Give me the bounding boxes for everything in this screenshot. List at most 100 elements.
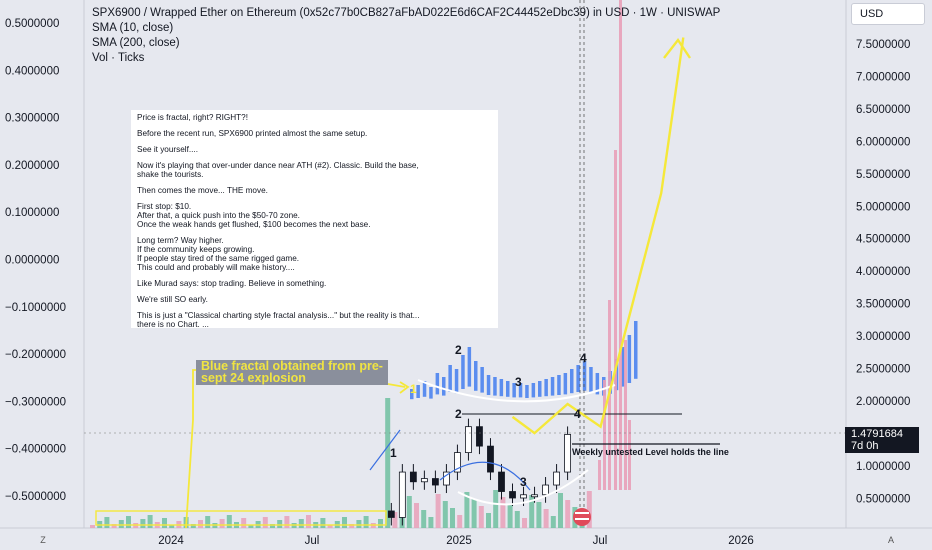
time-axis-tick-label: 2024: [158, 535, 184, 547]
pink-fractal-bar: [624, 340, 627, 490]
volume-bar: [428, 517, 434, 528]
fractal-label-2-candle: 2: [455, 407, 462, 421]
current-price-box: 1.4791684 7d 0h: [845, 427, 919, 453]
blue-fractal-bar: [557, 375, 561, 395]
candle-body: [476, 426, 483, 447]
left-axis-tick-label: 0.2000000: [5, 160, 59, 172]
candlesticks: [387, 418, 571, 526]
right-axis-tick-label: 2.0000000: [856, 396, 910, 408]
sma-line-mid: [439, 461, 531, 491]
time-axis-tick-label: 2026: [728, 535, 754, 547]
volume-bar: [514, 511, 520, 528]
blue-fractal-bar: [595, 373, 600, 395]
projection-arrowhead: [663, 37, 691, 59]
time-axis-tick-label: 2025: [446, 535, 472, 547]
pink-fractal-bar: [598, 460, 601, 490]
right-axis-tick-label: 6.0000000: [856, 136, 910, 148]
currency-button[interactable]: USD: [851, 3, 925, 25]
volume-bar: [486, 513, 491, 528]
candle-body: [542, 484, 549, 496]
note-line: Now it's playing that over-under dance n…: [137, 161, 419, 179]
volume-bar: [118, 520, 124, 528]
volume-bar: [342, 517, 347, 528]
note-line: First stop: $10. After that, a quick pus…: [137, 202, 371, 229]
left-axis-tick-label: 0.0000000: [5, 255, 59, 267]
candle-body: [487, 445, 494, 473]
current-price-value: 1.4791684: [851, 428, 903, 440]
volume-bar: [126, 516, 131, 528]
volume-bar: [565, 500, 571, 528]
pink-fractal-bar: [619, 0, 622, 490]
volume-bar: [586, 491, 592, 528]
volume-bar: [277, 520, 283, 528]
auto-scale-button[interactable]: A: [887, 535, 894, 545]
blue-fractal-bar: [416, 385, 420, 398]
candle-countdown: 7d 0h: [851, 440, 879, 452]
fractal-label-2-blue: 2: [455, 343, 462, 357]
note-line: See it yourself....: [137, 145, 198, 154]
right-axis-tick-label: 3.0000000: [856, 331, 910, 343]
indicator-volume[interactable]: Vol · Ticks: [92, 52, 145, 64]
volume-bar: [536, 502, 542, 528]
blue-fractal-bar: [627, 335, 632, 383]
right-axis-tick-label: 7.0000000: [856, 71, 910, 83]
us-flag-stripe-icon: [575, 518, 589, 520]
blue-fractal-bar: [538, 381, 542, 397]
blue-fractal-bar: [512, 383, 516, 398]
volume-bar: [90, 525, 95, 528]
volume-bar: [190, 524, 196, 528]
left-axis-tick-label: −0.4000000: [5, 444, 66, 456]
volume-bar: [450, 508, 455, 528]
zoom-button[interactable]: Z: [40, 535, 46, 545]
volume-bar: [219, 519, 225, 528]
volume-bar: [298, 519, 304, 528]
left-axis-tick-label: 0.1000000: [5, 207, 59, 219]
volume-bar: [507, 504, 513, 528]
volume-bar: [543, 509, 549, 528]
left-axis-ticks: 0.5000000 0.4000000 0.3000000 0.2000000 0.10…: [5, 18, 66, 503]
volume-bar: [248, 525, 254, 528]
candle-body: [465, 426, 472, 453]
right-axis-tick-label: 2.5000000: [856, 364, 910, 376]
right-axis-tick-label: 3.5000000: [856, 299, 910, 311]
analysis-note: Price is fractal, right? RIGHT?! Before …: [131, 110, 498, 328]
right-axis-tick-label: 4.5000000: [856, 234, 910, 246]
blue-fractal-label: Blue fractal obtained from pre-sept 24 e…: [196, 360, 388, 385]
volume-bar: [435, 494, 441, 528]
indicator-sma-10[interactable]: SMA (10, close): [92, 22, 174, 34]
blue-fractal-bar: [621, 347, 625, 387]
fractal-label-4-candle: 4: [574, 407, 581, 421]
volume-bar: [522, 518, 527, 528]
volume-bar: [147, 515, 153, 528]
blue-fractal-bar: [442, 377, 446, 396]
note-line: This is just a "Classical charting style…: [137, 311, 420, 328]
blue-fractal-bar: [570, 369, 574, 394]
right-axis-tick-label: 0.5000000: [856, 493, 910, 505]
candle-body: [498, 471, 505, 492]
indicator-sma-200[interactable]: SMA (200, close): [92, 37, 180, 49]
volume-bar: [226, 515, 232, 528]
blue-fractal-bar: [474, 361, 478, 391]
volume-bar: [471, 499, 477, 528]
pink-fractal-bar: [628, 420, 631, 490]
blue-fractal-bar: [563, 373, 568, 395]
symbol-title[interactable]: SPX6900 / Wrapped Ether on Ethereum (0x5…: [92, 7, 721, 19]
candle-arc: [457, 469, 589, 506]
volume-bar: [284, 516, 290, 528]
fractal-label-1-candle: 1: [390, 446, 397, 460]
candle-body: [454, 452, 461, 473]
pink-fractal-bar: [614, 150, 617, 490]
volume-bar: [241, 518, 247, 528]
pink-fractal-bar: [603, 380, 606, 490]
volume-bar: [363, 516, 369, 528]
blue-fractal-bar: [576, 365, 580, 392]
volume-bar: [414, 503, 419, 528]
volume-bar: [385, 398, 391, 528]
blue-fractal-bar: [634, 321, 638, 379]
right-axis-tick-label: 1.0000000: [856, 461, 910, 473]
fractal-label-3-blue: 3: [515, 375, 522, 389]
candle-body: [443, 471, 450, 486]
blue-fractal-arc: [417, 379, 616, 403]
base-box: [95, 510, 387, 526]
volume-bar: [550, 516, 556, 528]
